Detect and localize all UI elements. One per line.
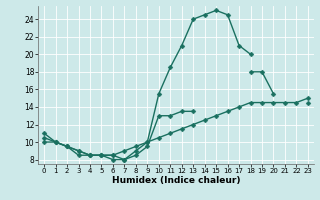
X-axis label: Humidex (Indice chaleur): Humidex (Indice chaleur) [112,176,240,185]
